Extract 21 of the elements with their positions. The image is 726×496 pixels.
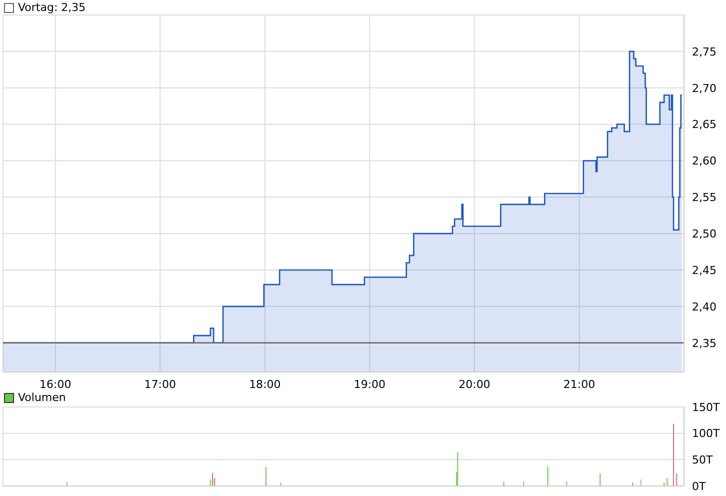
y-tick-label: 2,50 [692, 227, 716, 240]
x-tick-label: 20:00 [458, 378, 490, 391]
y-tick-label: 0T [692, 480, 706, 493]
x-tick-label: 19:00 [354, 378, 386, 391]
x-tick-label: 18:00 [249, 378, 281, 391]
legend-label: Volumen [17, 391, 66, 404]
legend-label: Vortag: 2,35 [17, 1, 86, 14]
y-tick-label: 2,40 [692, 300, 716, 314]
x-tick-label: 17:00 [144, 378, 176, 391]
y-tick-label: 2,70 [692, 82, 716, 95]
y-tick-label: 2,75 [692, 45, 716, 58]
y-tick-label: 2,60 [692, 154, 716, 168]
y-tick-label: 50T [692, 454, 713, 467]
y-tick-label: 2,55 [692, 191, 716, 204]
y-tick-label: 100T [692, 427, 720, 440]
x-tick-label: 21:00 [563, 378, 596, 391]
y-tick-label: 2,65 [692, 118, 716, 132]
y-tick-label: 2,45 [692, 264, 716, 277]
x-tick-label: 16:00 [40, 378, 72, 391]
y-tick-label: 2,35 [692, 336, 716, 350]
y-tick-label: 150T [692, 400, 720, 414]
